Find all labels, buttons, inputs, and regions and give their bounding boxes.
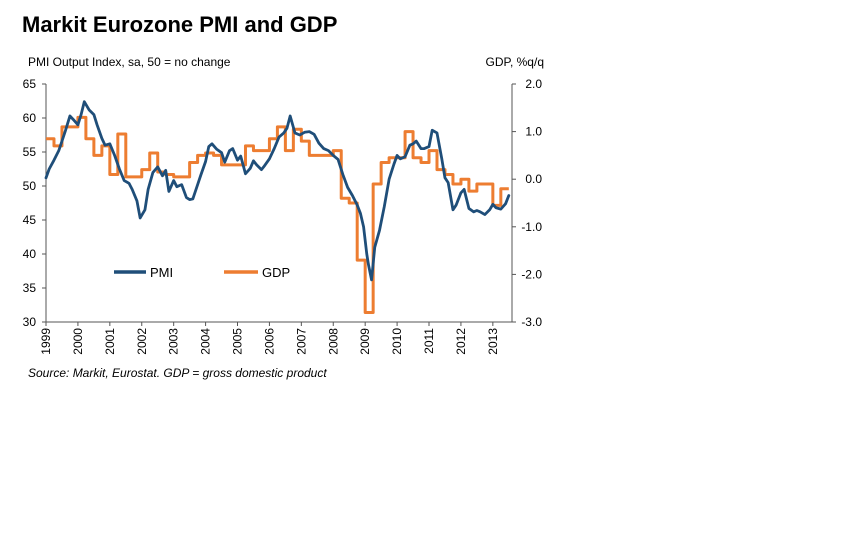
y-right-tick-label: 1.0 [525, 125, 542, 139]
x-tick-label: 2009 [358, 328, 372, 355]
gdp-line [46, 115, 509, 314]
x-tick-label: 2010 [390, 328, 404, 355]
legend: PMI GDP [114, 265, 290, 280]
y-right-tick-label: -3.0 [521, 315, 542, 329]
y-left-tick-label: 40 [23, 247, 37, 261]
y-left-tick-label: 55 [23, 145, 37, 159]
x-tick-label: 2012 [454, 328, 468, 355]
left-axis-label: PMI Output Index, sa, 50 = no change [28, 55, 231, 69]
x-tick-label: 2006 [262, 328, 276, 355]
y-left-tick-label: 60 [23, 111, 37, 125]
legend-gdp-label: GDP [262, 265, 290, 280]
x-tick-label: 2004 [199, 328, 213, 355]
y-right-tick-label: -1.0 [521, 220, 542, 234]
x-tick-label: 2000 [71, 328, 85, 355]
legend-pmi-label: PMI [150, 265, 173, 280]
y-left-tick-label: 30 [23, 315, 37, 329]
y-left-tick-label: 50 [23, 179, 37, 193]
x-tick-label: 1999 [39, 328, 53, 355]
x-tick-label: 2001 [103, 328, 117, 355]
x-tick-label: 2007 [294, 328, 308, 355]
x-tick-label: 2002 [135, 328, 149, 355]
pmi-line [44, 100, 511, 282]
y-right-tick-label: 2.0 [525, 77, 542, 91]
x-tick-label: 2008 [326, 328, 340, 355]
x-tick-label: 2013 [486, 328, 500, 355]
y-left-tick-label: 35 [23, 281, 37, 295]
x-tick-label: 2011 [422, 328, 436, 354]
chart-title: Markit Eurozone PMI and GDP [22, 12, 338, 37]
source-note: Source: Markit, Eurostat. GDP = gross do… [28, 366, 327, 380]
right-axis-label: GDP, %q/q [485, 55, 544, 69]
y-right-tick-label: -2.0 [521, 267, 542, 281]
x-tick-label: 2005 [231, 328, 245, 355]
y-right-tick-label: 0.0 [525, 172, 542, 186]
axes: 30 35 40 45 50 55 60 65 -3.0 -2.0 -1.0 0.0 1.0 2.0 199… [23, 77, 543, 355]
y-left-tick-label: 45 [23, 213, 37, 227]
y-left-tick-label: 65 [23, 77, 37, 91]
x-tick-label: 2003 [167, 328, 181, 355]
series-group [44, 100, 511, 314]
